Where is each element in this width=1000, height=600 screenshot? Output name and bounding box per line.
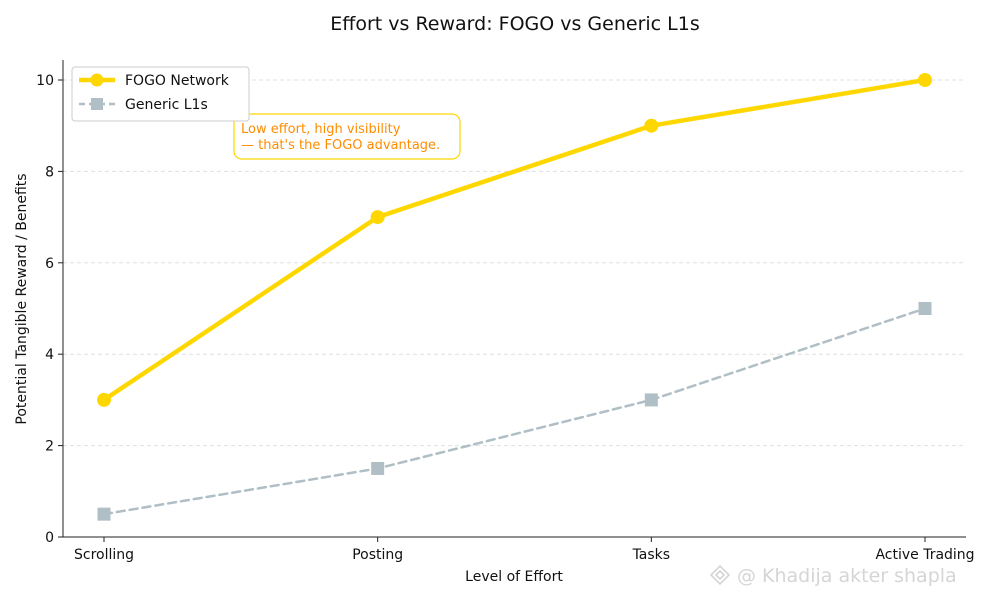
x-tick-label: Tasks <box>632 547 671 563</box>
annotation-line-1: Low effort, high visibility <box>241 122 401 137</box>
x-ticks: Scrolling Posting Tasks Active Trading <box>74 537 975 563</box>
y-tick-label: 6 <box>45 256 54 272</box>
x-tick-label: Posting <box>352 547 403 563</box>
fogo-network-point <box>644 118 659 133</box>
y-ticks: 0 2 4 6 8 10 <box>36 73 63 546</box>
chart-title: Effort vs Reward: FOGO vs Generic L1s <box>330 13 699 35</box>
y-tick-label: 10 <box>36 73 54 89</box>
fogo-network-point <box>97 392 111 407</box>
grid <box>63 79 966 447</box>
generic-l1s-line <box>102 307 927 516</box>
legend-generic-label: Generic L1s <box>125 97 208 113</box>
fogo-network-line <box>101 77 928 403</box>
annotation-line-2: — that's the FOGO advantage. <box>241 138 440 153</box>
legend-fogo-label: FOGO Network <box>125 73 230 89</box>
watermark-text: @ Khadija akter shapla <box>737 565 957 587</box>
y-axis-label: Potential Tangible Reward / Benefits <box>14 173 30 424</box>
x-tick-label: Active Trading <box>875 547 974 563</box>
y-tick-label: 8 <box>45 164 54 180</box>
fogo-network-point <box>918 73 932 87</box>
y-tick-label: 2 <box>45 439 54 455</box>
legend-fogo-marker <box>90 73 104 87</box>
fogo-network-point <box>370 210 385 225</box>
annotation: Low effort, high visibility — that's the… <box>233 113 461 160</box>
legend-box <box>71 66 250 122</box>
x-tick-label: Scrolling <box>74 547 134 563</box>
legend: FOGO Network Generic L1s <box>71 66 250 122</box>
y-tick-label: 4 <box>45 347 54 363</box>
series-group <box>97 73 932 521</box>
generic-l1s-point <box>644 393 658 407</box>
watermark-logo-icon <box>709 564 731 586</box>
generic-l1s-point <box>97 507 111 521</box>
watermark: @ Khadija akter shapla <box>709 564 957 587</box>
y-tick-label: 0 <box>45 530 54 546</box>
generic-l1s-point <box>371 461 385 475</box>
legend-generic-marker <box>91 98 103 110</box>
generic-l1s-point <box>918 302 932 315</box>
x-axis-label: Level of Effort <box>465 569 563 585</box>
annotation-box <box>233 113 461 160</box>
